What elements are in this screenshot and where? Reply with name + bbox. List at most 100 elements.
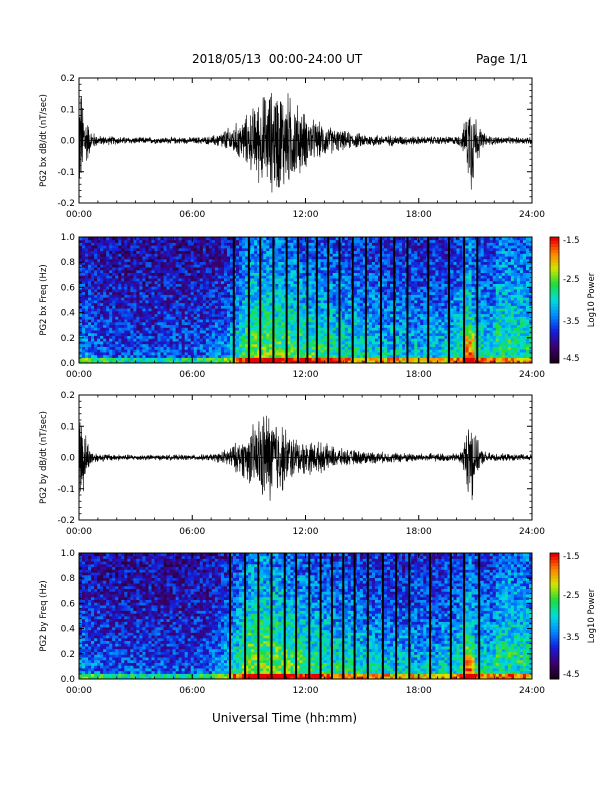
spectrogram-cell xyxy=(245,341,249,345)
spectrogram-cell xyxy=(236,283,240,287)
spectrogram-cell xyxy=(257,250,261,254)
spectrogram-cell xyxy=(390,267,394,271)
spectrogram-cell xyxy=(151,313,155,317)
spectrogram-cell xyxy=(157,335,161,339)
spectrogram-cell xyxy=(79,305,83,309)
spectrogram-cell xyxy=(193,269,198,274)
spectrogram-cell xyxy=(278,316,282,320)
spectrogram-cell xyxy=(169,289,174,293)
spectrogram-cell xyxy=(118,338,122,342)
spectrogram-cell xyxy=(145,247,149,252)
spectrogram-cell xyxy=(184,278,189,282)
spectrogram-cell xyxy=(190,324,195,328)
spectrogram-cell xyxy=(257,239,261,243)
spectrogram-cell xyxy=(97,324,101,328)
spectrogram-cell xyxy=(356,354,361,358)
spectrogram-cell xyxy=(214,294,219,298)
spectrogram-cell xyxy=(368,291,373,295)
spectrogram-cell xyxy=(193,291,198,295)
spectrogram-cell xyxy=(115,280,119,284)
spectrogram-cell xyxy=(205,256,210,260)
spectrogram-cell xyxy=(220,360,225,364)
spectrogram-cell xyxy=(139,338,143,342)
spectrogram-cell xyxy=(239,321,243,326)
spectrogram-cell xyxy=(359,302,364,306)
spectrogram-cell xyxy=(281,267,285,271)
spectrogram-cell xyxy=(362,261,367,265)
spectrogram-cell xyxy=(136,280,140,284)
spectrogram-cell xyxy=(302,300,306,304)
spectrogram-cell xyxy=(311,346,315,350)
spectrogram-cell xyxy=(181,289,186,293)
spectrogram-cell xyxy=(85,272,89,276)
spectrogram-cell xyxy=(320,291,325,295)
spectrogram-cell xyxy=(371,269,376,274)
spectrogram-cell xyxy=(239,237,243,241)
spectrogram-cell xyxy=(323,269,328,274)
spectrogram-cell xyxy=(245,316,249,320)
spectrogram-cell xyxy=(387,327,391,331)
spectrogram-cell xyxy=(85,291,89,295)
spectrogram-cell xyxy=(359,327,364,331)
spectrogram-cell xyxy=(266,324,270,328)
spectrogram-cell xyxy=(290,237,294,241)
spectrogram-cell xyxy=(205,349,210,353)
spectrogram-cell xyxy=(368,269,373,274)
spectrogram-cell xyxy=(368,310,373,315)
spectrogram-cell xyxy=(266,283,270,287)
spectrogram-cell xyxy=(220,305,225,309)
spectrogram-cell xyxy=(239,264,243,268)
spectrogram-cell xyxy=(278,321,282,326)
spectrogram-cell xyxy=(136,360,140,364)
spectrogram-cell xyxy=(145,237,149,241)
spectrogram-cell xyxy=(353,267,358,271)
spectrogram-cell xyxy=(151,349,155,353)
spectrogram-cell xyxy=(368,341,373,345)
spectrogram-cell xyxy=(239,354,243,358)
spectrogram-cell xyxy=(299,283,303,287)
spectrogram-cell xyxy=(269,305,273,309)
spectrogram-cell xyxy=(214,352,219,356)
spectrogram-cell xyxy=(217,239,222,243)
spectrogram-cell xyxy=(142,335,146,339)
spectrogram-cell xyxy=(239,302,243,306)
spectrogram-cell xyxy=(121,310,125,315)
spectrogram-cell xyxy=(118,237,122,241)
spectrogram-cell xyxy=(281,346,285,350)
spectrogram-cell xyxy=(387,264,391,268)
spectrogram-cell xyxy=(320,343,325,347)
spectrogram-cell xyxy=(226,297,231,301)
spectrogram-cell xyxy=(308,327,312,331)
spectrogram-cell xyxy=(181,338,186,342)
spectrogram-cell xyxy=(359,321,364,326)
spectrogram-cell xyxy=(396,357,400,361)
spectrogram-cell xyxy=(178,297,183,301)
spectrogram-cell xyxy=(148,239,152,243)
spectrogram-cell xyxy=(335,341,340,345)
spectrogram-cell xyxy=(172,264,177,268)
spectrogram-cell xyxy=(142,258,146,263)
spectrogram-cell xyxy=(317,286,321,290)
spectrogram-cell xyxy=(133,319,137,323)
spectrogram-cell xyxy=(251,264,255,268)
spectrogram-cell xyxy=(169,237,174,241)
spectrogram-cell xyxy=(202,330,207,334)
spectrogram-cell xyxy=(130,338,134,342)
spectrogram-cell xyxy=(226,267,231,271)
spectrogram-cell xyxy=(290,360,294,364)
spectrogram-cell xyxy=(251,360,255,364)
spectrogram-cell xyxy=(157,302,161,306)
spectrogram-cell xyxy=(251,313,255,317)
spectrogram-cell xyxy=(151,253,155,257)
spectrogram-cell xyxy=(136,321,140,326)
spectrogram-cell xyxy=(124,338,128,342)
spectrogram-cell xyxy=(329,319,334,323)
spectrogram-cell xyxy=(287,245,291,249)
spectrogram-2 xyxy=(79,237,533,364)
spectrogram-cell xyxy=(332,332,337,337)
spectrogram-cell xyxy=(133,237,137,241)
spectrogram-cell xyxy=(374,302,379,306)
spectrogram-cell xyxy=(230,332,234,337)
spectrogram-cell xyxy=(175,308,180,312)
spectrogram-cell xyxy=(381,324,385,328)
